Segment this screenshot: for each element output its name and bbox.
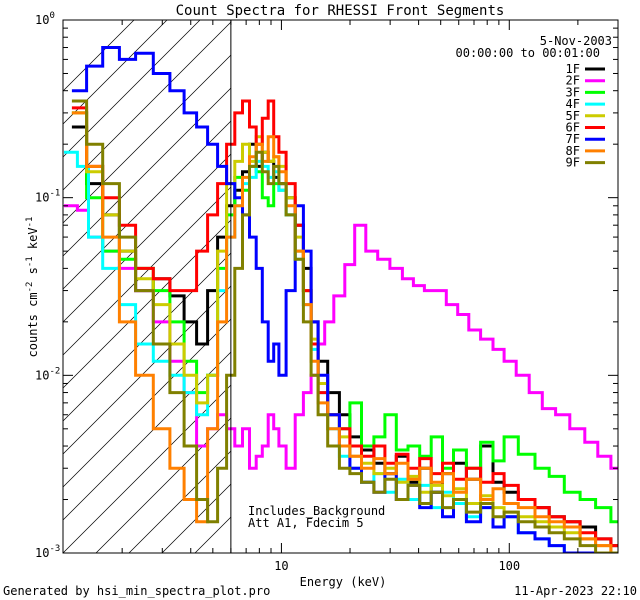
time-range-label: 00:00:00 to 00:01:00 [456, 46, 601, 60]
series-line-9f [71, 99, 618, 553]
hatch-line [128, 450, 231, 553]
annotation-background: Includes_Background [248, 504, 385, 518]
hatch-line [63, 120, 231, 290]
hatch-line [63, 186, 231, 356]
legend-label: 3F [566, 85, 580, 99]
plot-frame [62, 19, 619, 554]
hatch-line [63, 318, 231, 488]
hatch-line [63, 219, 231, 389]
y-axis-label: counts cm-2 s-1 keV-1 [25, 217, 40, 358]
legend-label: 2F [566, 74, 580, 88]
date-label: 5-Nov-2003 [540, 34, 612, 48]
legend-label: 9F [566, 156, 580, 170]
legend-label: 7F [566, 132, 580, 146]
legend-label: 1F [566, 62, 580, 76]
legend-label: 6F [566, 121, 580, 135]
series-lines [64, 46, 618, 553]
legend-label: 8F [566, 144, 580, 158]
legend-label: 4F [566, 97, 580, 111]
hatch-line [63, 54, 231, 224]
x-axis-label: Energy (keV) [300, 575, 387, 589]
legend-label: 5F [566, 109, 580, 123]
x-tick-label: 100 [498, 559, 520, 573]
hatch-line [63, 351, 231, 521]
hatch-line [63, 384, 231, 553]
hatch-line [63, 20, 201, 158]
chart-title: Count Spectra for RHESSI Front Segments [176, 3, 505, 19]
footer-generated-by: Generated by hsi_min_spectra_plot.pro [3, 584, 270, 598]
annotation-attenuator: Att A1, Fdecim 5 [248, 516, 364, 530]
hatch-line [95, 417, 231, 553]
hatch-line [63, 21, 231, 191]
hatch-line [63, 153, 231, 323]
x-tick-label: 10 [274, 559, 288, 573]
footer-timestamp: 11-Apr-2023 22:10 [514, 584, 637, 598]
x-axis: 10 100 [121, 20, 619, 573]
hatch-line [63, 87, 231, 257]
